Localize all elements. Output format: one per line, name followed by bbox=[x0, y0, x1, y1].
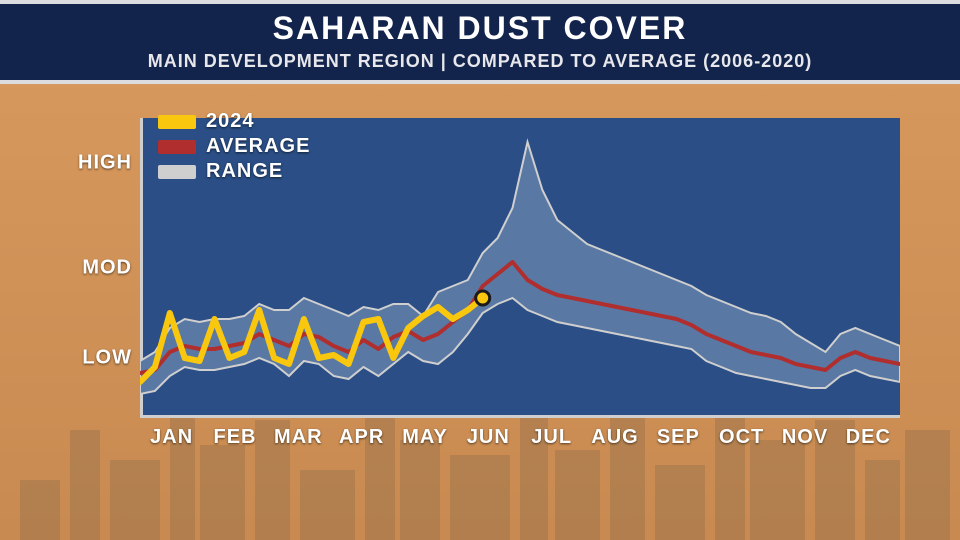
x-tick-label: OCT bbox=[712, 426, 772, 449]
x-tick-label: AUG bbox=[585, 426, 645, 449]
legend-item-range: RANGE bbox=[158, 160, 310, 183]
building bbox=[865, 460, 900, 540]
legend-swatch-average bbox=[158, 140, 196, 154]
legend-label-average: AVERAGE bbox=[206, 135, 310, 158]
building bbox=[20, 480, 60, 540]
x-tick-label: NOV bbox=[775, 426, 835, 449]
chart-container: 2024 AVERAGE RANGE LOWMODHIGH JANFEBMARA… bbox=[40, 108, 920, 468]
x-tick-label: FEB bbox=[205, 426, 265, 449]
x-tick-label: MAY bbox=[395, 426, 455, 449]
legend-swatch-2024 bbox=[158, 115, 196, 129]
legend-label-range: RANGE bbox=[206, 160, 283, 183]
building bbox=[110, 460, 160, 540]
legend-swatch-range bbox=[158, 165, 196, 179]
y-tick-label: LOW bbox=[40, 347, 132, 370]
y-tick-label: MOD bbox=[40, 257, 132, 280]
x-tick-label: MAR bbox=[268, 426, 328, 449]
x-tick-label: DEC bbox=[838, 426, 898, 449]
x-tick-label: SEP bbox=[648, 426, 708, 449]
chart-title: SAHARAN DUST COVER bbox=[0, 10, 960, 47]
legend-item-average: AVERAGE bbox=[158, 135, 310, 158]
current-marker bbox=[476, 291, 490, 305]
building bbox=[300, 470, 355, 540]
x-tick-label: APR bbox=[332, 426, 392, 449]
legend: 2024 AVERAGE RANGE bbox=[158, 108, 310, 185]
plot: 2024 AVERAGE RANGE LOWMODHIGH JANFEBMARA… bbox=[40, 108, 920, 468]
title-bar: SAHARAN DUST COVER MAIN DEVELOPMENT REGI… bbox=[0, 0, 960, 84]
y-tick-label: HIGH bbox=[40, 152, 132, 175]
legend-item-2024: 2024 bbox=[158, 110, 310, 133]
x-tick-label: JUN bbox=[458, 426, 518, 449]
building bbox=[655, 465, 705, 540]
x-tick-label: JUL bbox=[522, 426, 582, 449]
legend-label-2024: 2024 bbox=[206, 110, 255, 133]
x-tick-label: JAN bbox=[142, 426, 202, 449]
chart-subtitle: MAIN DEVELOPMENT REGION | COMPARED TO AV… bbox=[0, 51, 960, 72]
